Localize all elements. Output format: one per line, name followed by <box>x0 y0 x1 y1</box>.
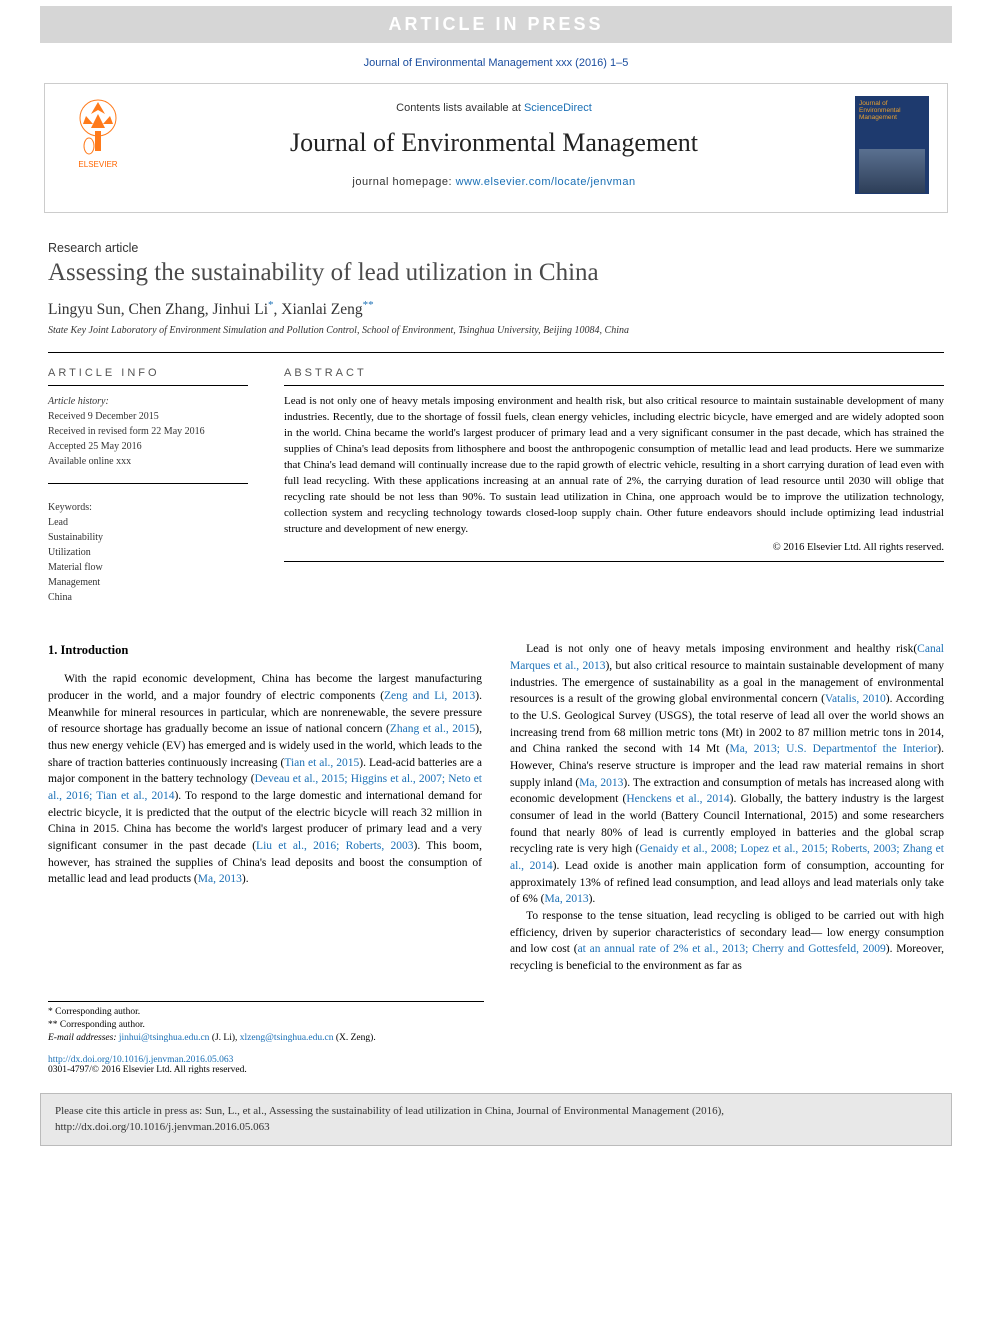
abstract-divider <box>284 385 944 386</box>
citation-link[interactable]: Ma, 2013; U.S. Departmentof the Interior <box>729 743 937 755</box>
citation-link[interactable]: Zhang et al., 2015 <box>390 723 475 735</box>
paragraph: Lead is not only one of heavy metals imp… <box>510 641 944 908</box>
doi-link[interactable]: http://dx.doi.org/10.1016/j.jenvman.2016… <box>48 1055 233 1065</box>
email-link[interactable]: jinhui@tsinghua.edu.cn <box>119 1033 210 1043</box>
cover-title: Journal of Environmental Management <box>859 100 925 121</box>
abstract-copyright: © 2016 Elsevier Ltd. All rights reserved… <box>284 542 944 553</box>
citation-link[interactable]: Ma, 2013 <box>579 777 623 789</box>
column-right: Lead is not only one of heavy metals imp… <box>510 641 944 974</box>
info-abstract-row: ARTICLE INFO Article history: Received 9… <box>48 353 944 605</box>
footnote-emails: E-mail addresses: jinhui@tsinghua.edu.cn… <box>48 1032 484 1045</box>
citation-link[interactable]: Henckens et al., 2014 <box>626 793 729 805</box>
corresponding-author-footnotes: * Corresponding author. ** Corresponding… <box>48 1001 484 1046</box>
citation-top: Journal of Environmental Management xxx … <box>0 57 992 69</box>
email-who-2: (X. Zeng). <box>333 1033 375 1043</box>
elsevier-label: ELSEVIER <box>63 160 133 169</box>
citation-link[interactable]: Zeng and Li, 2013 <box>384 690 475 702</box>
article-info-label: ARTICLE INFO <box>48 367 248 379</box>
info-divider-1 <box>48 385 248 386</box>
citation-link[interactable]: Ma, 2013 <box>545 893 589 905</box>
citation-link[interactable]: Liu et al., 2016; Roberts, 2003 <box>256 840 413 852</box>
body-two-columns: 1. Introduction With the rapid economic … <box>48 641 944 974</box>
keyword: Management <box>48 575 248 590</box>
corr-marker-2[interactable]: ** <box>363 299 374 311</box>
contents-line: Contents lists available at ScienceDirec… <box>133 102 855 114</box>
banner-text: ARTICLE IN PRESS <box>388 14 603 34</box>
footnote-corr2: ** Corresponding author. <box>48 1019 484 1032</box>
article-history: Article history: Received 9 December 201… <box>48 394 248 469</box>
sciencedirect-link[interactable]: ScienceDirect <box>524 102 592 114</box>
footnote-corr1: * Corresponding author. <box>48 1006 484 1019</box>
email-link[interactable]: xlzeng@tsinghua.edu.cn <box>240 1033 334 1043</box>
homepage-line: journal homepage: www.elsevier.com/locat… <box>133 176 855 188</box>
history-revised: Received in revised form 22 May 2016 <box>48 424 248 439</box>
elsevier-tree-icon <box>71 96 125 156</box>
cover-image-icon <box>859 149 925 193</box>
doi-block: http://dx.doi.org/10.1016/j.jenvman.2016… <box>48 1055 944 1075</box>
citation-link[interactable]: Tian et al., 2015 <box>284 757 359 769</box>
abstract-text: Lead is not only one of heavy metals imp… <box>284 394 944 537</box>
authors-part1: Lingyu Sun, Chen Zhang, Jinhui Li <box>48 301 268 318</box>
article-type-label: Research article <box>48 241 944 255</box>
keyword: Material flow <box>48 560 248 575</box>
keyword: Sustainability <box>48 530 248 545</box>
issn-copyright: 0301-4797/© 2016 Elsevier Ltd. All right… <box>48 1065 944 1075</box>
history-label: Article history: <box>48 394 248 409</box>
email-who-1: (J. Li), <box>209 1033 239 1043</box>
history-online: Available online xxx <box>48 454 248 469</box>
keywords-label: Keywords: <box>48 500 248 515</box>
journal-header-box: ELSEVIER Contents lists available at Sci… <box>44 83 948 213</box>
paragraph: With the rapid economic development, Chi… <box>48 671 482 888</box>
banner-article-in-press: ARTICLE IN PRESS <box>40 6 952 43</box>
homepage-prefix: journal homepage: <box>352 176 455 188</box>
authors-part2: , Xianlai Zeng <box>274 301 363 318</box>
affiliation: State Key Joint Laboratory of Environmen… <box>48 325 944 336</box>
author-list: Lingyu Sun, Chen Zhang, Jinhui Li*, Xian… <box>48 299 944 319</box>
abstract-column: ABSTRACT Lead is not only one of heavy m… <box>284 353 944 605</box>
journal-cover-thumb[interactable]: Journal of Environmental Management <box>855 96 929 194</box>
column-left: 1. Introduction With the rapid economic … <box>48 641 482 974</box>
article-info-column: ARTICLE INFO Article history: Received 9… <box>48 353 248 605</box>
citation-link[interactable]: Ma, 2013 <box>198 873 242 885</box>
keyword: Utilization <box>48 545 248 560</box>
abstract-bottom-divider <box>284 561 944 562</box>
article-title: Assessing the sustainability of lead uti… <box>48 259 944 287</box>
history-received: Received 9 December 2015 <box>48 409 248 424</box>
abstract-label: ABSTRACT <box>284 367 944 379</box>
keywords-block: Keywords: Lead Sustainability Utilizatio… <box>48 500 248 605</box>
keyword: Lead <box>48 515 248 530</box>
cite-this-article-banner: Please cite this article in press as: Su… <box>40 1093 952 1146</box>
citation-link[interactable]: at an annual rate of 2% et al., 2013; Ch… <box>578 943 886 955</box>
keyword: China <box>48 590 248 605</box>
history-accepted: Accepted 25 May 2016 <box>48 439 248 454</box>
contents-prefix: Contents lists available at <box>396 102 524 114</box>
elsevier-logo[interactable]: ELSEVIER <box>63 96 133 169</box>
email-label: E-mail addresses: <box>48 1033 117 1043</box>
homepage-link[interactable]: www.elsevier.com/locate/jenvman <box>456 176 636 188</box>
info-divider-2 <box>48 483 248 484</box>
citation-link[interactable]: Vatalis, 2010 <box>825 693 886 705</box>
journal-name: Journal of Environmental Management <box>133 128 855 158</box>
paragraph: To response to the tense situation, lead… <box>510 908 944 975</box>
section-heading-introduction: 1. Introduction <box>48 641 482 659</box>
